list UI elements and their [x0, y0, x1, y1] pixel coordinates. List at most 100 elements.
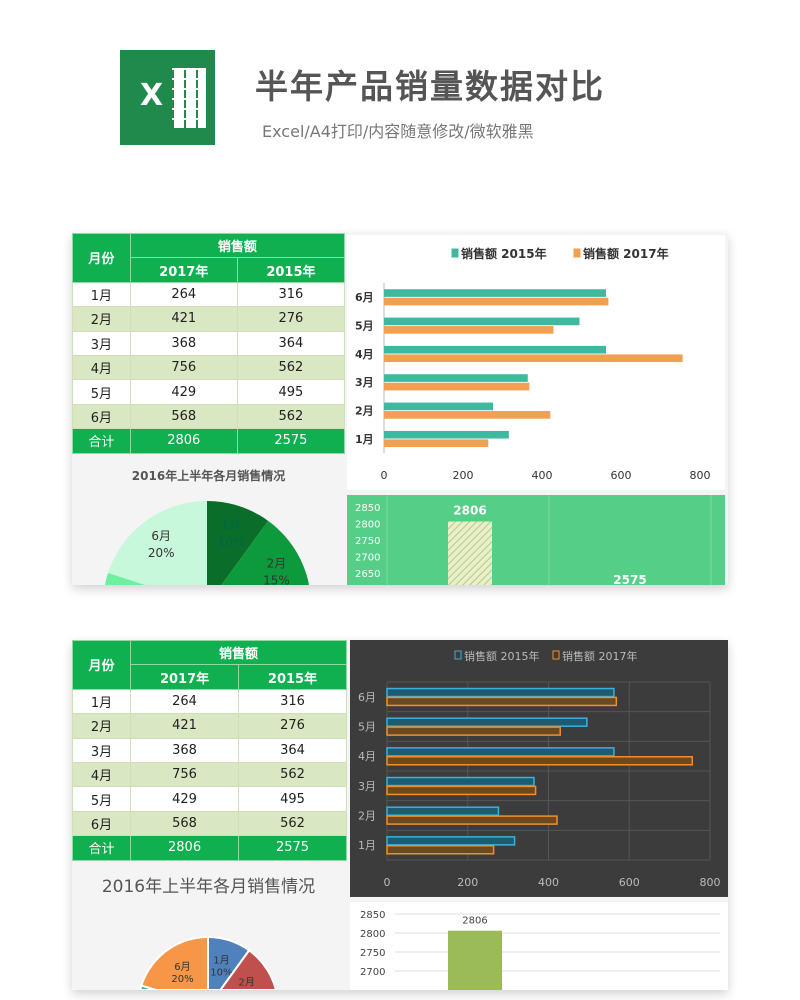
cell-2015[interactable]: 316 — [236, 281, 346, 308]
cell-2017[interactable]: 429 — [130, 786, 240, 812]
cell-2017[interactable]: 568 — [129, 403, 238, 430]
pie-slice[interactable] — [140, 936, 209, 990]
bar-2017[interactable] — [386, 785, 537, 796]
cell-month[interactable]: 2月 — [72, 713, 132, 739]
cell-2015[interactable]: 562 — [238, 810, 347, 837]
cell-2017[interactable]: 421 — [129, 306, 238, 332]
cell-2017[interactable]: 264 — [129, 281, 238, 308]
excel-logo: X — [120, 50, 215, 145]
cell-2017[interactable]: 264 — [130, 688, 240, 715]
cell-2017[interactable]: 429 — [129, 379, 238, 405]
cell-month[interactable]: 1月 — [72, 281, 131, 308]
cell-month[interactable]: 4月 — [72, 354, 131, 381]
cell-month[interactable]: 3月 — [72, 737, 132, 763]
legend-label: 销售额 2015年 — [464, 649, 540, 663]
cell-month[interactable]: 6月 — [72, 810, 132, 837]
total-2017: 2806 — [130, 835, 240, 861]
category-label: 1月 — [358, 839, 376, 852]
total-row: 合计 2806 2575 — [72, 835, 347, 861]
pie-slice[interactable] — [108, 501, 207, 585]
bar-2017[interactable] — [384, 439, 489, 448]
bar-2015[interactable] — [384, 374, 528, 382]
header-month: 月份 — [72, 233, 131, 283]
data-label: 2806 — [453, 504, 486, 518]
cell-month[interactable]: 1月 — [72, 688, 132, 715]
cell-2015[interactable]: 316 — [238, 688, 347, 715]
table-row: 1月 264 316 — [72, 281, 346, 308]
tick-label: 800 — [690, 469, 711, 482]
cell-2015[interactable]: 364 — [236, 330, 346, 356]
total-bar[interactable] — [448, 930, 502, 990]
cell-2015[interactable]: 276 — [238, 713, 347, 739]
cell-month[interactable]: 5月 — [72, 379, 131, 405]
table-row: 1月 264 316 — [72, 688, 347, 715]
bar-2017[interactable] — [386, 815, 558, 825]
pie-slice[interactable] — [219, 949, 277, 990]
tick-label: 2850 — [355, 503, 380, 514]
bar-2015[interactable] — [386, 836, 516, 846]
bar-2015[interactable] — [384, 289, 606, 297]
bar-2015[interactable] — [384, 402, 494, 411]
bar-2015[interactable] — [386, 717, 588, 727]
table-row: 3月 368 364 — [72, 737, 347, 763]
page-title: 半年产品销量数据对比 — [255, 67, 605, 106]
cell-month[interactable]: 3月 — [72, 330, 131, 356]
header-sales: 销售额 — [130, 640, 347, 666]
bar-2017[interactable] — [386, 696, 618, 707]
cell-2015[interactable]: 562 — [236, 403, 346, 430]
pie-slice[interactable] — [207, 936, 251, 990]
bar-2017[interactable] — [384, 382, 530, 391]
bar-2017[interactable] — [386, 726, 561, 736]
bar-2015[interactable] — [384, 430, 509, 439]
cell-2017[interactable]: 368 — [130, 737, 240, 763]
bar-2015[interactable] — [386, 687, 615, 698]
category-label: 4月 — [355, 348, 374, 361]
category-label: 1月 — [355, 433, 374, 446]
pie-slice[interactable] — [207, 501, 269, 585]
bar-2017[interactable] — [384, 354, 683, 363]
bar-2017[interactable] — [386, 845, 495, 855]
cell-2015[interactable]: 562 — [238, 761, 347, 788]
header-month: 月份 — [72, 640, 132, 690]
cell-month[interactable]: 4月 — [72, 761, 132, 788]
bar-2015[interactable] — [386, 806, 500, 816]
cell-2017[interactable]: 756 — [130, 761, 240, 788]
tick-label: 0 — [381, 469, 388, 482]
pie-label: 2月 — [238, 976, 254, 988]
bar-2017[interactable] — [384, 411, 551, 419]
cell-2015[interactable]: 495 — [238, 786, 347, 812]
cell-2017[interactable]: 756 — [129, 354, 238, 381]
bar-2015[interactable] — [384, 345, 606, 354]
total-2015: 2575 — [236, 428, 346, 454]
cell-2015[interactable]: 364 — [238, 737, 347, 763]
tick-label: 2650 — [355, 569, 380, 580]
cell-2015[interactable]: 562 — [236, 354, 346, 381]
cell-month[interactable]: 5月 — [72, 786, 132, 812]
cell-2017[interactable]: 421 — [130, 713, 240, 739]
pie-pct: 10% — [218, 535, 245, 549]
cell-2017[interactable]: 568 — [130, 810, 240, 837]
header-2015: 2015年 — [236, 257, 346, 283]
cell-month[interactable]: 2月 — [72, 306, 131, 332]
pie-slice[interactable] — [105, 572, 146, 585]
total-bar[interactable] — [448, 521, 492, 585]
tick-label: 2750 — [360, 948, 385, 959]
pie-label: 6月 — [151, 529, 171, 543]
table-row: 6月 568 562 — [72, 403, 346, 430]
cell-month[interactable]: 6月 — [72, 403, 131, 430]
cell-2015[interactable]: 276 — [236, 306, 346, 332]
cell-2017[interactable]: 368 — [129, 330, 238, 356]
bar-2015[interactable] — [386, 776, 535, 787]
table-row: 4月 756 562 — [72, 761, 347, 788]
bar-2017[interactable] — [384, 326, 554, 334]
tick-label: 2800 — [360, 929, 385, 940]
bar-chart-total: 2850 2800 2750 2700 2806 — [350, 902, 728, 990]
pie-slice[interactable] — [221, 520, 310, 585]
bar-2015[interactable] — [384, 317, 580, 326]
sales-table: 月份 销售额 2017年 2015年 1月 264 316 2月 421 276 3月 368 364… — [72, 640, 347, 861]
pie-title: 2016年上半年各月销售情况 — [131, 469, 286, 483]
bar-2017[interactable] — [384, 297, 609, 306]
cell-2015[interactable]: 495 — [236, 379, 346, 405]
bar-2015[interactable] — [386, 747, 615, 757]
bar-2017[interactable] — [386, 756, 693, 766]
